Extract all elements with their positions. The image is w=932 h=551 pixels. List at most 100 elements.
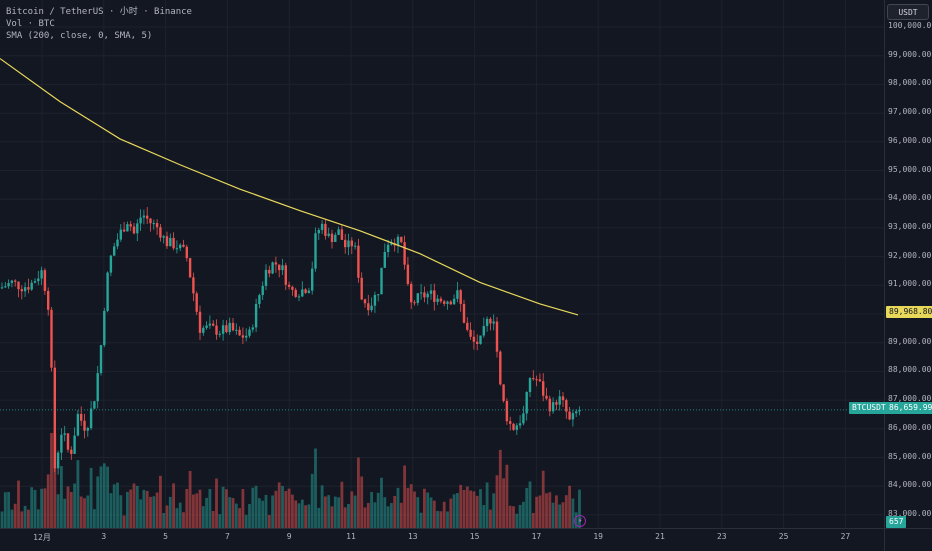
lightning-icon[interactable]: ⚡ (574, 515, 586, 527)
candle-body (297, 296, 301, 298)
candle-body (495, 321, 499, 352)
time-axis[interactable] (0, 528, 884, 551)
price-tick-label: 98,000.00 (888, 78, 932, 88)
volume-bar (122, 515, 126, 528)
volume-bar (13, 503, 17, 528)
candle-body (558, 396, 561, 405)
price-tick-label: 91,000.00 (888, 279, 932, 289)
candle-body (192, 277, 195, 294)
volume-bar (419, 512, 423, 528)
candle-body (33, 281, 37, 283)
volume-bar (310, 473, 314, 528)
volume-bar (10, 509, 14, 528)
candle-body (182, 244, 185, 247)
candle-body (271, 262, 274, 274)
volume-bar (69, 491, 73, 528)
candle-body (30, 282, 33, 290)
volume-bar (307, 504, 311, 528)
volume-bar (93, 509, 96, 528)
volume-bar (159, 475, 162, 528)
candle-body (304, 289, 307, 293)
candle-body (410, 283, 413, 303)
price-tick-label: 83,000.00 (888, 508, 932, 518)
volume-bar (538, 495, 542, 528)
candle-body (274, 262, 278, 265)
volume-bar (320, 485, 324, 528)
price-axis[interactable] (884, 0, 932, 528)
time-tick-label: 25 (778, 532, 789, 541)
time-tick-label: 3 (101, 532, 107, 541)
volume-bar (63, 498, 67, 528)
candle-body (66, 433, 70, 450)
volume-bar (429, 497, 433, 528)
volume-bar (498, 449, 502, 528)
candle-body (575, 411, 578, 414)
volume-bar (116, 482, 119, 528)
candle-body (212, 323, 215, 326)
candlesticks (0, 207, 581, 475)
volume-bar (376, 492, 380, 528)
volume-bar (43, 488, 47, 528)
volume-bar (380, 477, 383, 528)
sma-value-tag: 89,968.80 (886, 306, 932, 318)
chart-area[interactable] (0, 0, 884, 528)
candle-body (518, 423, 522, 426)
volume-bar (479, 489, 482, 528)
volume-bar (53, 433, 57, 528)
symbol-legend[interactable]: Bitcoin / TetherUS · 小时 · Binance (6, 7, 192, 17)
volume-bar (409, 484, 413, 528)
candle-body (413, 302, 416, 304)
candle-body (400, 236, 403, 243)
candle-body (330, 233, 334, 243)
volume-bar (297, 503, 301, 528)
volume-bar (155, 492, 159, 528)
currency-button[interactable]: USDT (887, 4, 929, 20)
volume-bar (231, 498, 235, 528)
candle-body (205, 325, 208, 328)
volume-bar (274, 490, 278, 528)
candle-body (241, 335, 245, 338)
candle-body (396, 236, 400, 246)
candle-body (509, 421, 512, 424)
candle-body (152, 223, 155, 225)
volume-bar (518, 504, 522, 528)
candle-body (344, 239, 347, 248)
candle-body (337, 229, 340, 235)
volume-bar (383, 497, 387, 528)
candle-body (452, 298, 456, 305)
candle-body (172, 237, 175, 249)
candle-body (225, 325, 228, 333)
candle-body (99, 345, 103, 374)
candle-body (126, 224, 129, 232)
candle-body (195, 293, 198, 312)
price-chart[interactable] (0, 0, 884, 528)
candle-body (136, 223, 139, 234)
candle-body (334, 234, 337, 243)
candle-body (258, 295, 261, 305)
volume-bar (551, 502, 555, 528)
sma-legend[interactable]: SMA (200, close, 0, SMA, 5) (6, 31, 153, 41)
time-tick-label: 11 (346, 532, 356, 541)
volume-bar (291, 494, 294, 528)
candle-body (406, 264, 410, 284)
candle-body (17, 281, 20, 290)
time-tick-label: 19 (593, 532, 604, 541)
candle-body (459, 290, 462, 304)
candle-body (324, 223, 327, 236)
volume-bar (162, 512, 166, 528)
volume-bar (248, 504, 251, 528)
candle-body (542, 381, 545, 396)
candle-body (0, 287, 4, 289)
volume-bar (390, 503, 393, 528)
volume-bar (238, 508, 241, 528)
candle-body (462, 303, 466, 323)
volume-bar (152, 496, 156, 528)
candle-body (469, 329, 472, 337)
volume-bar (225, 489, 228, 528)
time-tick-label: 7 (224, 532, 230, 541)
volume-bar (337, 497, 340, 528)
candle-body (380, 267, 383, 295)
volume-bar (333, 496, 337, 528)
volume-bar (314, 448, 317, 528)
volume-legend[interactable]: Vol · BTC (6, 19, 55, 29)
